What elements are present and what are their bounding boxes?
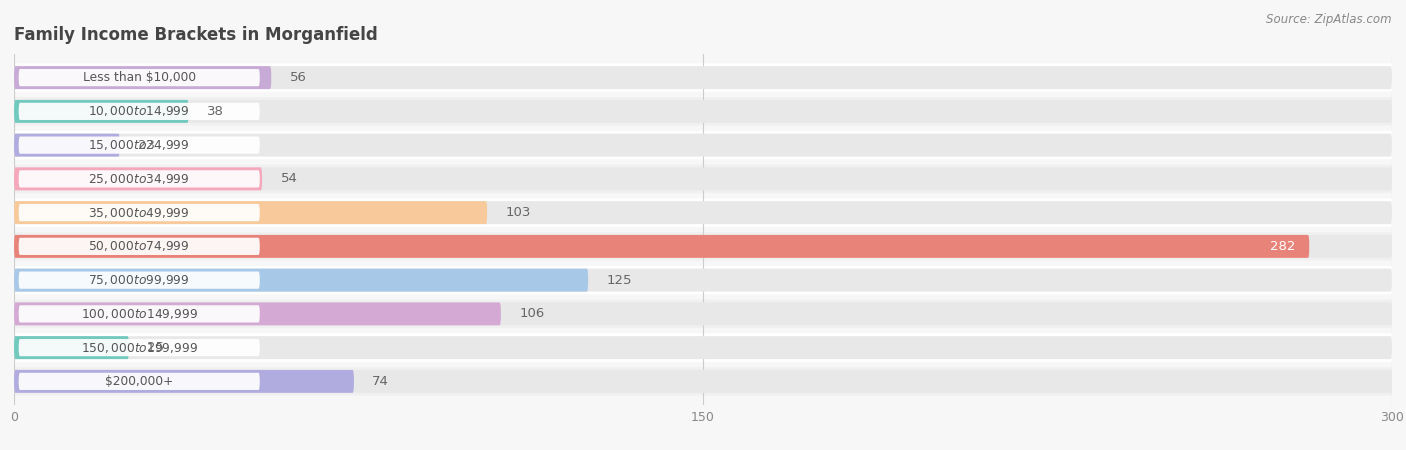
FancyBboxPatch shape — [0, 131, 1406, 159]
FancyBboxPatch shape — [14, 134, 120, 157]
Text: $50,000 to $74,999: $50,000 to $74,999 — [89, 239, 190, 253]
Text: Less than $10,000: Less than $10,000 — [83, 71, 195, 84]
Text: Family Income Brackets in Morganfield: Family Income Brackets in Morganfield — [14, 26, 378, 44]
FancyBboxPatch shape — [18, 136, 260, 154]
Text: $25,000 to $34,999: $25,000 to $34,999 — [89, 172, 190, 186]
Text: 74: 74 — [373, 375, 389, 388]
Text: $75,000 to $99,999: $75,000 to $99,999 — [89, 273, 190, 287]
Text: 56: 56 — [290, 71, 307, 84]
FancyBboxPatch shape — [18, 373, 260, 390]
Text: 25: 25 — [148, 341, 165, 354]
FancyBboxPatch shape — [0, 266, 1406, 294]
FancyBboxPatch shape — [18, 339, 260, 356]
Text: Source: ZipAtlas.com: Source: ZipAtlas.com — [1267, 14, 1392, 27]
Text: 23: 23 — [138, 139, 155, 152]
FancyBboxPatch shape — [14, 336, 1392, 359]
Text: $35,000 to $49,999: $35,000 to $49,999 — [89, 206, 190, 220]
Text: 125: 125 — [606, 274, 633, 287]
Text: 54: 54 — [280, 172, 297, 185]
Text: 106: 106 — [519, 307, 544, 320]
FancyBboxPatch shape — [18, 238, 260, 255]
FancyBboxPatch shape — [18, 271, 260, 289]
FancyBboxPatch shape — [14, 134, 1392, 157]
Text: $15,000 to $24,999: $15,000 to $24,999 — [89, 138, 190, 152]
FancyBboxPatch shape — [14, 66, 1392, 89]
Text: $150,000 to $199,999: $150,000 to $199,999 — [80, 341, 198, 355]
FancyBboxPatch shape — [14, 302, 501, 325]
FancyBboxPatch shape — [0, 367, 1406, 396]
FancyBboxPatch shape — [14, 302, 1392, 325]
FancyBboxPatch shape — [14, 370, 354, 393]
FancyBboxPatch shape — [14, 336, 129, 359]
FancyBboxPatch shape — [14, 201, 1392, 224]
FancyBboxPatch shape — [0, 333, 1406, 362]
FancyBboxPatch shape — [14, 235, 1309, 258]
FancyBboxPatch shape — [0, 97, 1406, 126]
FancyBboxPatch shape — [14, 167, 262, 190]
FancyBboxPatch shape — [14, 167, 1392, 190]
Text: 38: 38 — [207, 105, 224, 118]
FancyBboxPatch shape — [0, 165, 1406, 193]
Text: $10,000 to $14,999: $10,000 to $14,999 — [89, 104, 190, 118]
Text: 282: 282 — [1270, 240, 1295, 253]
FancyBboxPatch shape — [14, 100, 188, 123]
FancyBboxPatch shape — [0, 198, 1406, 227]
FancyBboxPatch shape — [14, 269, 1392, 292]
FancyBboxPatch shape — [18, 103, 260, 120]
FancyBboxPatch shape — [14, 201, 486, 224]
FancyBboxPatch shape — [18, 305, 260, 323]
FancyBboxPatch shape — [0, 63, 1406, 92]
Text: $100,000 to $149,999: $100,000 to $149,999 — [80, 307, 198, 321]
Text: 103: 103 — [506, 206, 531, 219]
FancyBboxPatch shape — [18, 69, 260, 86]
FancyBboxPatch shape — [18, 204, 260, 221]
FancyBboxPatch shape — [14, 100, 1392, 123]
FancyBboxPatch shape — [14, 269, 588, 292]
FancyBboxPatch shape — [0, 232, 1406, 261]
FancyBboxPatch shape — [14, 66, 271, 89]
FancyBboxPatch shape — [14, 370, 1392, 393]
FancyBboxPatch shape — [14, 235, 1392, 258]
FancyBboxPatch shape — [18, 170, 260, 188]
Text: $200,000+: $200,000+ — [105, 375, 173, 388]
FancyBboxPatch shape — [0, 300, 1406, 328]
